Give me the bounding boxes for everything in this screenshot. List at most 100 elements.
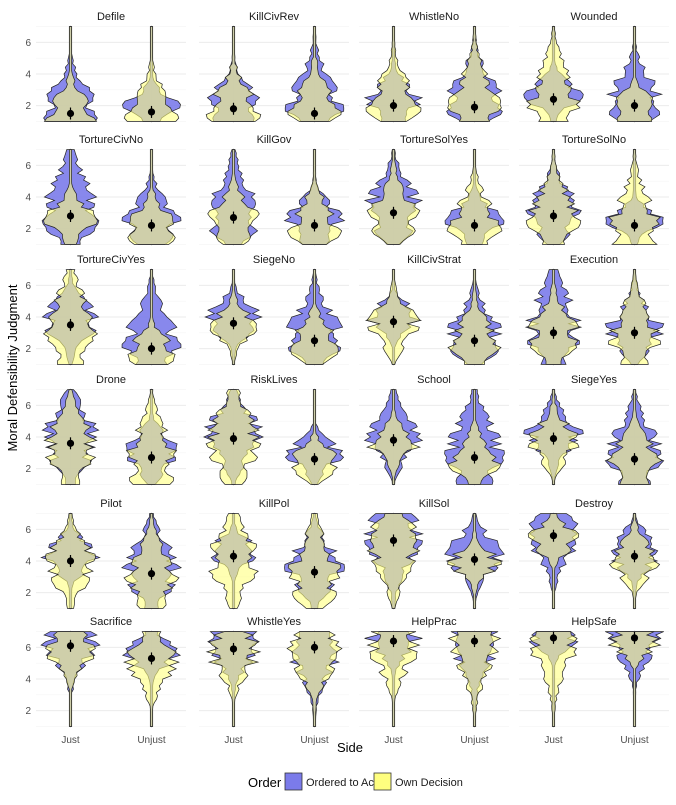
mean-point bbox=[310, 337, 319, 345]
x-tick-label: Unjust bbox=[620, 735, 649, 746]
legend-label: Ordered to Act bbox=[306, 777, 377, 789]
violin-just-own bbox=[45, 631, 96, 727]
legend-label: Own Decision bbox=[395, 777, 463, 789]
panel-title: TortureSolYes bbox=[400, 134, 469, 146]
panel-killgov: KillGov bbox=[199, 134, 349, 246]
legend-title: Order bbox=[248, 775, 282, 790]
mean-point bbox=[470, 637, 479, 645]
y-tick-label: 2 bbox=[25, 344, 31, 355]
violin-unjust-own bbox=[447, 269, 502, 365]
violin-unjust-own bbox=[127, 149, 176, 245]
legend: Order Ordered to Act Own Decision bbox=[248, 772, 463, 791]
violin-unjust-own bbox=[447, 389, 502, 485]
violin-just-own bbox=[527, 513, 580, 609]
panel-destroy: Destroy bbox=[519, 498, 669, 610]
y-tick-label: 4 bbox=[25, 557, 31, 568]
panel-torturecivno: TortureCivNo 2 4 6 bbox=[25, 134, 186, 246]
mean-point bbox=[389, 318, 398, 326]
mean-point bbox=[229, 213, 238, 222]
violin-just-own bbox=[43, 389, 98, 485]
violin-unjust-own bbox=[615, 26, 654, 122]
x-axis-title: Side bbox=[337, 740, 363, 755]
x-tick-label: Just bbox=[384, 735, 403, 746]
mean-point bbox=[147, 453, 156, 462]
y-tick-label: 6 bbox=[25, 401, 31, 412]
y-tick-label: 4 bbox=[25, 70, 31, 81]
mean-point bbox=[229, 645, 238, 653]
panel-execution: Execution bbox=[519, 254, 669, 366]
panel-killpol: KillPol bbox=[199, 498, 349, 610]
mean-point bbox=[147, 570, 156, 578]
panel-title: Defile bbox=[97, 11, 125, 23]
y-tick-label: 2 bbox=[25, 101, 31, 112]
panel-title: Sacrifice bbox=[90, 616, 132, 628]
violin-unjust-own bbox=[446, 149, 503, 245]
violin-just-own bbox=[527, 269, 580, 365]
mean-point bbox=[630, 102, 639, 110]
panel-killcivrev: KillCivRev bbox=[199, 11, 349, 123]
panel-title: Drone bbox=[96, 374, 126, 386]
violin-just-own bbox=[43, 26, 98, 122]
violin-unjust-own bbox=[123, 26, 180, 122]
violin-unjust-own bbox=[286, 149, 343, 245]
mean-point bbox=[229, 552, 238, 560]
panel-title: TortureCivYes bbox=[77, 254, 146, 266]
panel-drone: Drone 2 4 6 bbox=[25, 374, 186, 486]
x-tick-label: Just bbox=[61, 735, 80, 746]
x-tick-label: Just bbox=[544, 735, 563, 746]
violin-unjust-own bbox=[286, 631, 343, 727]
mean-point bbox=[66, 109, 75, 118]
violin-just-own bbox=[366, 513, 421, 609]
y-tick-label: 2 bbox=[25, 588, 31, 599]
mean-point bbox=[630, 329, 639, 337]
violin-just-own bbox=[42, 269, 99, 365]
mean-point bbox=[147, 654, 156, 663]
mean-point bbox=[66, 642, 75, 650]
violin-unjust-own bbox=[123, 631, 180, 727]
violin-unjust-own bbox=[290, 269, 339, 365]
x-tick-label: Unjust bbox=[300, 735, 329, 746]
mean-point bbox=[229, 434, 238, 443]
mean-point bbox=[66, 439, 75, 447]
mean-point bbox=[229, 319, 238, 327]
mean-point bbox=[310, 221, 319, 230]
violin-just-own bbox=[209, 269, 258, 365]
violin-unjust-own bbox=[287, 26, 342, 122]
panel-title: TortureSolNo bbox=[562, 134, 626, 146]
mean-point bbox=[549, 212, 558, 220]
mean-point bbox=[310, 455, 319, 463]
x-tick-label: Unjust bbox=[460, 735, 489, 746]
panel-risklives: RiskLives bbox=[199, 374, 349, 486]
panel-title: Execution bbox=[570, 254, 618, 266]
violin-unjust-own bbox=[607, 631, 662, 727]
y-tick-label: 6 bbox=[25, 38, 31, 49]
mean-point bbox=[147, 221, 156, 230]
violin-just-own bbox=[365, 26, 422, 122]
panel-torturecivyes: TortureCivYes 2 4 6 bbox=[25, 254, 186, 366]
panel-title: Pilot bbox=[100, 498, 121, 510]
panel-title: Wounded bbox=[571, 11, 618, 23]
mean-point bbox=[630, 552, 639, 560]
mean-point bbox=[147, 345, 156, 353]
panel-defile: Defile 2 4 6 bbox=[25, 11, 186, 123]
mean-point bbox=[470, 221, 479, 230]
violin-unjust-own bbox=[287, 513, 342, 609]
y-tick-label: 4 bbox=[25, 675, 31, 686]
panel-helpsafe: HelpSafe Just Unjust bbox=[519, 616, 669, 746]
mean-point bbox=[389, 209, 398, 217]
violin-unjust-own bbox=[608, 149, 661, 245]
violin-unjust-own bbox=[606, 389, 663, 485]
panel-school: School bbox=[359, 374, 509, 486]
panel-killsol: KillSol bbox=[359, 498, 509, 610]
violin-unjust-own bbox=[607, 269, 662, 365]
y-tick-label: 2 bbox=[25, 464, 31, 475]
mean-point bbox=[470, 555, 479, 564]
violin-just-own bbox=[207, 149, 260, 245]
y-tick-label: 4 bbox=[25, 193, 31, 204]
x-tick-label: Unjust bbox=[137, 735, 166, 746]
panel-whistleyes: WhistleYes Just Unjust bbox=[199, 616, 349, 746]
panel-title: KillPol bbox=[259, 498, 290, 510]
mean-point bbox=[630, 221, 639, 230]
panel-title: WhistleNo bbox=[409, 11, 459, 23]
violin-just-own bbox=[43, 149, 98, 245]
